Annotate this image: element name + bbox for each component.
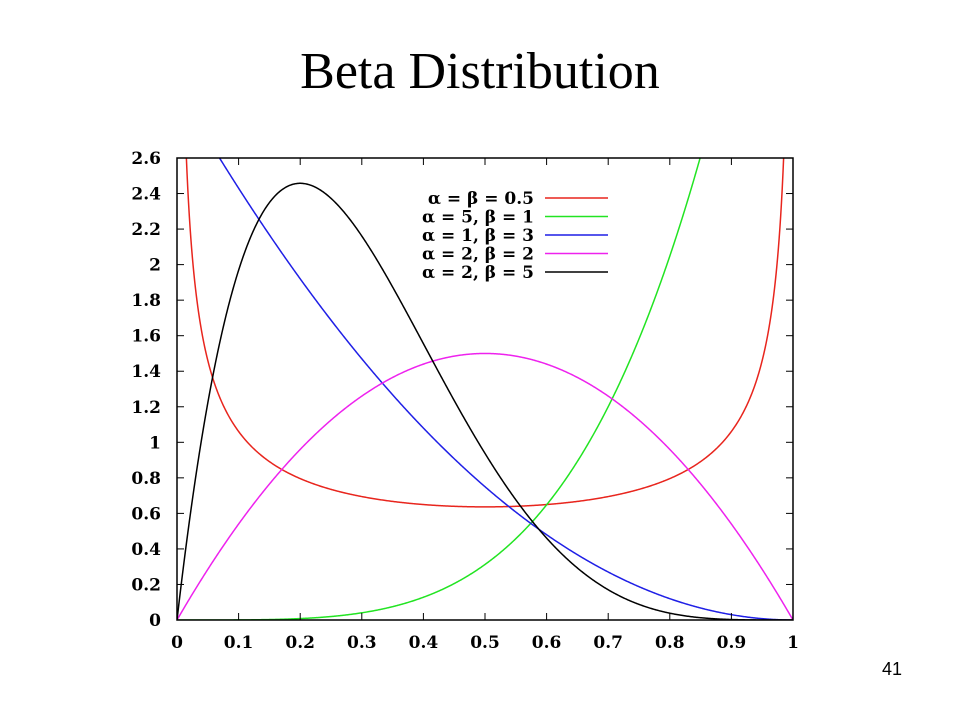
series-line-5 xyxy=(177,182,793,620)
legend: α = β = 0.5α = 5, β = 1α = 1, β = 3α = 2… xyxy=(422,189,608,283)
y-tick-label: 2.6 xyxy=(131,149,161,169)
y-tick-label: 1.6 xyxy=(131,327,161,347)
x-tick-label: 0.1 xyxy=(224,633,254,653)
x-tick-label: 0.5 xyxy=(470,633,500,653)
y-tick-label: 0.6 xyxy=(131,504,161,524)
legend-label-3: α = 1, β = 3 xyxy=(422,226,534,246)
y-tick-label: 1.8 xyxy=(131,291,161,311)
y-tick-label: 2.2 xyxy=(131,220,161,240)
y-tick-label: 2.4 xyxy=(131,185,161,205)
tick-labels-layer: 0 0.1 0.2 0.3 0.4 0.5 0.6 0.7 0.8 0.9 1 0 0.2 0.4 0.6 0… xyxy=(131,149,799,653)
x-tick-label: 0.7 xyxy=(593,633,623,653)
x-tick-label: 1 xyxy=(787,633,799,653)
legend-label-2: α = 5, β = 1 xyxy=(422,208,534,228)
y-tick-label: 1.4 xyxy=(131,362,161,382)
series-line-3 xyxy=(218,158,793,620)
legend-label-1: α = β = 0.5 xyxy=(428,189,534,209)
y-tick-label: 0 xyxy=(149,611,161,631)
series-layer xyxy=(177,158,793,620)
series-line-2 xyxy=(177,158,701,620)
y-tick-label: 2 xyxy=(149,256,161,276)
x-tick-label: 0.2 xyxy=(285,633,315,653)
y-tick-label: 0.4 xyxy=(131,540,161,560)
x-tick-label: 0.6 xyxy=(532,633,562,653)
series-line-1 xyxy=(185,158,785,508)
x-tick-label: 0.3 xyxy=(347,633,377,653)
x-tick-label: 0.9 xyxy=(717,633,747,653)
slide-title: Beta Distribution xyxy=(300,43,660,100)
y-tick-label: 1 xyxy=(149,433,161,453)
x-tick-label: 0 xyxy=(171,633,183,653)
y-tick-label: 0.2 xyxy=(131,575,161,595)
ticks-layer xyxy=(176,157,794,621)
series-line-4 xyxy=(177,352,793,620)
y-tick-label: 0.8 xyxy=(131,469,161,489)
legend-label-5: α = 2, β = 5 xyxy=(422,263,534,283)
x-tick-label: 0.8 xyxy=(655,633,685,653)
page-number: 41 xyxy=(881,659,902,679)
y-tick-label: 1.2 xyxy=(131,398,161,418)
x-tick-label: 0.4 xyxy=(409,633,439,653)
legend-label-4: α = 2, β = 2 xyxy=(422,245,534,265)
